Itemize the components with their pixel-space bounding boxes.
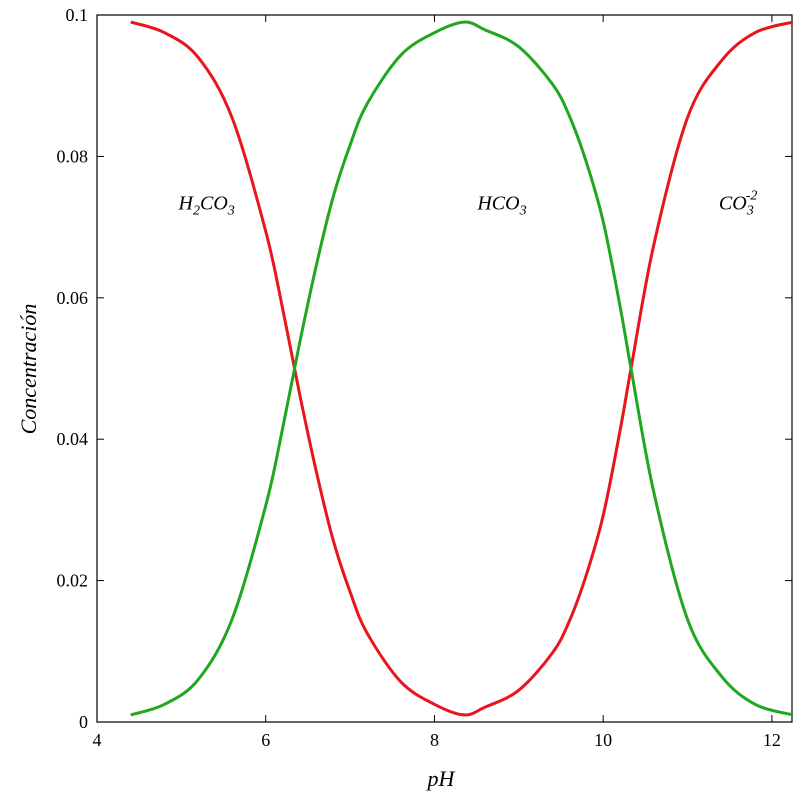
series-layer [130,20,793,717]
x-axis-title: pH [426,766,456,791]
x-tick-label: 8 [430,730,439,750]
y-axis-title: Concentración [16,304,41,435]
y-tick-label: 0.1 [66,5,89,25]
x-tick-label: 6 [261,730,270,750]
y-tick-label: 0.02 [57,571,89,591]
series-line-0 [130,20,793,717]
species-label: H2CO3 [178,192,235,218]
y-tick-label: 0.08 [57,146,89,166]
plot-area-border [96,14,793,723]
y-tick-label: 0 [79,712,88,732]
plot-frame [96,14,793,723]
series-line-1 [130,20,793,717]
x-tick-label: 10 [594,730,612,750]
species-label: CO3-2 [719,188,757,218]
ticks-layer: 4 6 8 10 12 0 0.02 0.04 0.06 0.08 0.1 [57,5,792,750]
x-tick-label: 4 [93,730,102,750]
y-tick-label: 0.06 [57,288,89,308]
species-label: HCO3 [476,192,526,218]
x-tick-label: 12 [763,730,781,750]
y-tick-label: 0.04 [57,429,89,449]
annotation-layer: H2CO3 HCO3 CO3-2 [178,188,758,218]
